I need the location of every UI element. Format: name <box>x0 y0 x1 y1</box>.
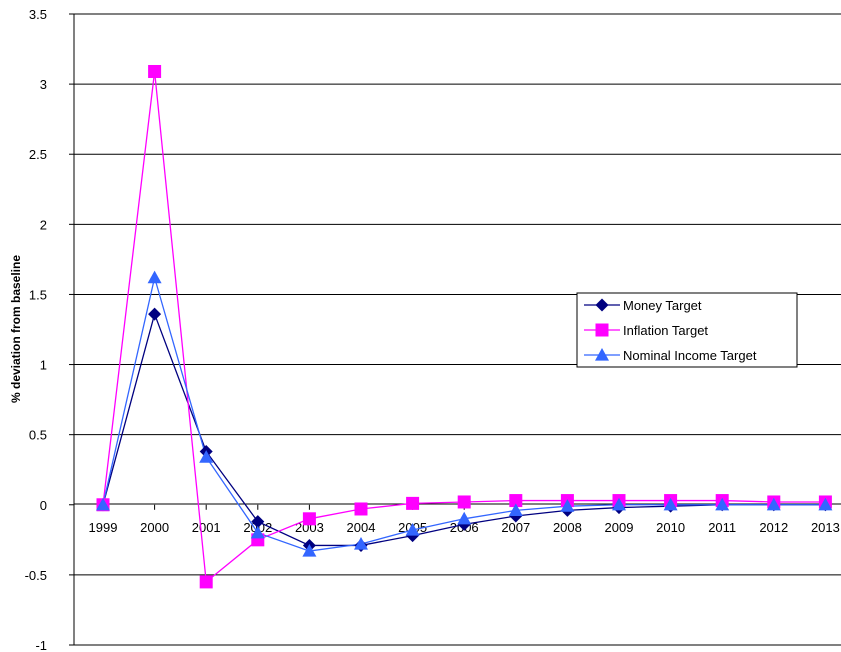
x-tick-label: 2008 <box>553 520 582 535</box>
data-point <box>560 499 575 512</box>
y-tick-label: 3.5 <box>29 7 47 22</box>
data-point <box>612 497 626 511</box>
y-axis-title: % deviation from baseline <box>9 255 23 403</box>
data-point <box>147 270 162 284</box>
legend-swatch-marker <box>595 323 609 337</box>
legend: Money Target Inflation Target Nominal Inco… <box>576 292 798 368</box>
y-tick-label: 3 <box>40 77 47 92</box>
y-tick-label: -1 <box>35 638 47 652</box>
legend-swatch-marker <box>595 348 609 361</box>
legend-swatch-marker <box>595 298 609 312</box>
data-point <box>406 496 420 510</box>
data-point <box>457 511 472 525</box>
x-tick-label: 2003 <box>295 520 324 535</box>
x-tick-label: 2012 <box>759 520 788 535</box>
x-tick-label: 2007 <box>501 520 530 535</box>
series-markers <box>96 64 833 589</box>
x-tick-label: 2010 <box>656 520 685 535</box>
data-point <box>508 503 523 516</box>
y-tick-label: 2.5 <box>29 147 47 162</box>
data-point <box>199 450 214 463</box>
y-tick-label: 2 <box>40 217 47 232</box>
data-point <box>96 497 110 511</box>
legend-label: Nominal Income Target <box>623 348 757 363</box>
y-tick-label: 1.5 <box>29 287 47 302</box>
data-point <box>663 497 678 511</box>
x-tick-label: 2000 <box>140 520 169 535</box>
y-tick-labels: 3.5 3 2.5 2 1.5 1 0.5 0 -0.5 -1 <box>25 7 47 652</box>
y-tick-label: 0 <box>40 498 47 513</box>
legend-label: Inflation Target <box>623 323 708 338</box>
data-point <box>818 497 833 511</box>
axes <box>73 14 841 645</box>
x-tick-label: 2001 <box>192 520 221 535</box>
data-point <box>302 544 317 557</box>
x-tick-label: 2009 <box>605 520 634 535</box>
data-point <box>250 525 265 539</box>
y-tick-label: -0.5 <box>25 568 47 583</box>
y-tick-label: 0.5 <box>29 428 47 443</box>
data-point <box>715 497 730 511</box>
data-point <box>251 515 265 529</box>
data-point <box>354 502 368 516</box>
data-point <box>199 575 213 589</box>
legend-label: Money Target <box>623 298 702 313</box>
data-point <box>509 494 523 508</box>
x-tick-label: 2004 <box>347 520 376 535</box>
data-point <box>405 523 420 536</box>
data-point <box>354 537 368 550</box>
y-tick-label: 1 <box>40 358 47 373</box>
data-point <box>766 497 781 511</box>
data-point <box>148 307 162 321</box>
x-tick-label: 1999 <box>89 520 118 535</box>
x-tick-label: 2011 <box>708 520 736 535</box>
data-point <box>302 512 316 526</box>
gridlines <box>69 13 841 646</box>
x-tick-label: 2013 <box>811 520 840 535</box>
data-point <box>457 495 471 509</box>
data-point <box>148 64 162 78</box>
